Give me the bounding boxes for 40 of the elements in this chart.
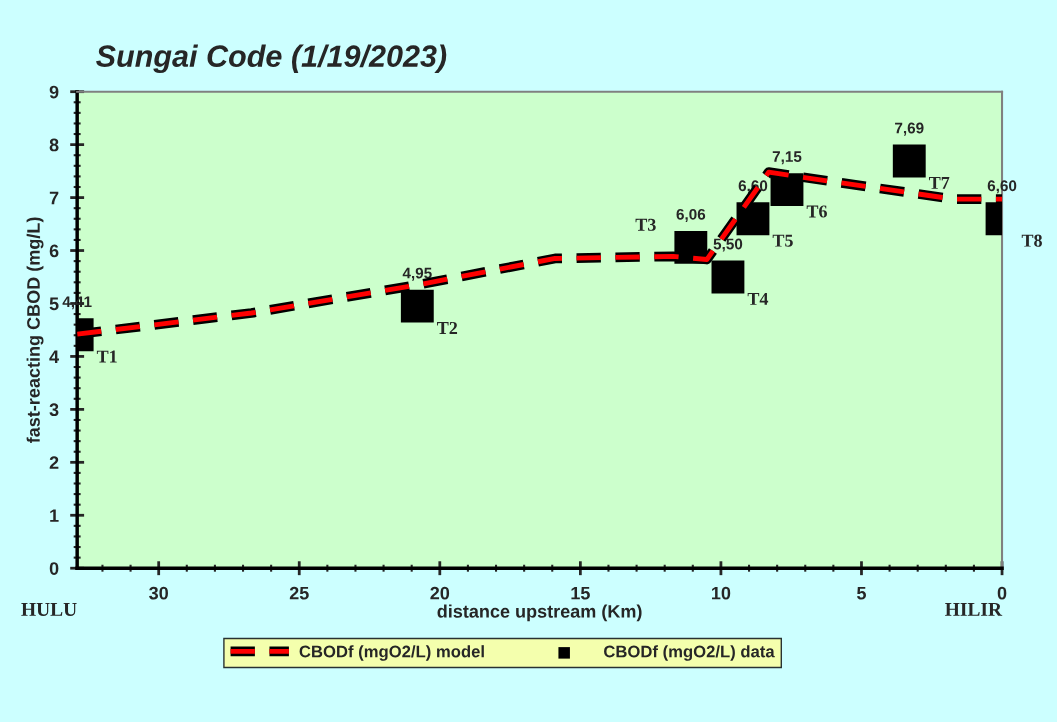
y-tick-label: 5 [49, 297, 59, 311]
y-tick-label: 6 [49, 244, 59, 258]
legend-label: CBODf (mgO2/L) data [604, 645, 775, 661]
x-tick-label: 30 [149, 586, 168, 600]
annotation: T2 [437, 321, 458, 334]
annotation: T1 [96, 350, 117, 363]
y-tick-label: 4 [49, 350, 60, 363]
text: HILIR [945, 603, 1003, 616]
data-label: 7,69 [895, 122, 924, 136]
x-tick-label: 25 [289, 586, 309, 600]
x-tick-label: 20 [430, 586, 450, 600]
y-tick-label: 3 [49, 403, 59, 417]
text: HULU [21, 603, 77, 616]
y-tick-label: 7 [49, 191, 59, 205]
x-tick-label: 10 [712, 586, 731, 600]
annotation: T3 [635, 218, 656, 231]
data-label: 7,15 [772, 151, 802, 165]
legend-label: CBODf (mgO2/L) model [299, 645, 484, 661]
annotation: T8 [1021, 234, 1042, 247]
data-label: 5,50 [713, 238, 743, 252]
point [711, 260, 745, 294]
y-tick-label: 1 [50, 509, 59, 522]
point [736, 202, 770, 236]
annotation: T6 [806, 205, 827, 218]
y-tick-label: 2 [49, 456, 59, 469]
y-axis-title: fast-reacting CBOD (mg/L) [26, 217, 44, 443]
x-tick-label: 0 [997, 586, 1007, 600]
data-label: 6,06 [676, 208, 706, 222]
x-tick-label: 5 [857, 586, 866, 600]
y-tick-label: 9 [49, 85, 59, 99]
annotation: T7 [928, 177, 950, 189]
data-label: 4,95 [402, 267, 432, 281]
y-tick-label: 0 [49, 562, 59, 575]
point [892, 144, 926, 178]
annotation: T4 [747, 292, 769, 305]
x-axis-title: distance upstream (Km) [437, 604, 642, 622]
chart-title: Sungai Code (1/19/2023) [96, 44, 447, 74]
annotation: T5 [772, 234, 793, 247]
y-tick-label: 8 [49, 138, 59, 152]
x-tick-label: 15 [571, 586, 590, 600]
